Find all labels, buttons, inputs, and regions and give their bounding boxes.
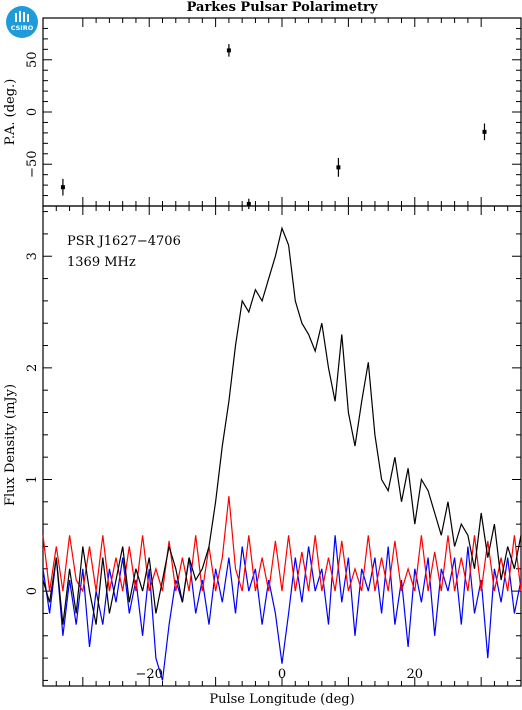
csiro-logo: CSIRO xyxy=(6,6,38,38)
flux-series-line xyxy=(42,226,522,625)
psr-name-annotation: PSR J1627−4706 xyxy=(67,234,181,249)
flux-x-tick-labels: −20 0 20 xyxy=(136,667,424,682)
flux-series-line xyxy=(42,496,522,593)
pa-axis-ticks xyxy=(43,18,521,206)
pa-y-tick-label: −50 xyxy=(25,151,40,178)
pa-point xyxy=(482,123,487,141)
flux-y-tick-label: 0 xyxy=(25,587,40,595)
flux-y-tick-label: 2 xyxy=(25,364,40,372)
pa-y-tick-label: 0 xyxy=(25,108,40,116)
frequency-annotation: 1369 MHz xyxy=(67,255,136,270)
flux-y-tick-labels: 0 1 2 3 xyxy=(25,252,40,595)
flux-y-tick-label: 1 xyxy=(25,475,40,483)
x-axis-label: Pulse Longitude (deg) xyxy=(209,692,354,707)
pa-point xyxy=(246,198,251,210)
csiro-logo-circle xyxy=(6,6,38,38)
flux-series-lines xyxy=(42,226,522,681)
flux-panel-frame xyxy=(42,205,522,687)
pa-y-axis-label: P.A. (deg.) xyxy=(3,79,18,146)
pa-panel-frame xyxy=(42,17,522,207)
pa-point xyxy=(60,178,65,196)
csiro-logo-text: CSIRO xyxy=(11,24,34,32)
flux-axis-ticks xyxy=(43,206,521,686)
flux-y-axis-label: Flux Density (mJy) xyxy=(3,384,18,506)
pa-y-tick-labels: −50 0 50 xyxy=(25,52,40,178)
flux-x-tick-label: 0 xyxy=(278,667,286,682)
pa-point xyxy=(226,44,231,57)
pa-data-points xyxy=(60,44,487,210)
figure-title: Parkes Pulsar Polarimetry xyxy=(187,0,378,15)
flux-series-line xyxy=(42,535,522,681)
position-angle-panel: −50 0 50 P.A. (deg.) xyxy=(3,17,522,210)
flux-x-tick-label: −20 xyxy=(136,667,163,682)
flux-x-tick-label: 20 xyxy=(407,667,424,682)
pa-point xyxy=(336,157,341,177)
flux-density-panel: 0 1 2 3 −20 0 20 PSR J1627−4706 1369 MHz Flux… xyxy=(3,205,522,707)
csiro-logo-bars-icon xyxy=(15,11,29,22)
pa-y-tick-label: 50 xyxy=(25,52,40,69)
flux-y-tick-label: 3 xyxy=(25,252,40,260)
